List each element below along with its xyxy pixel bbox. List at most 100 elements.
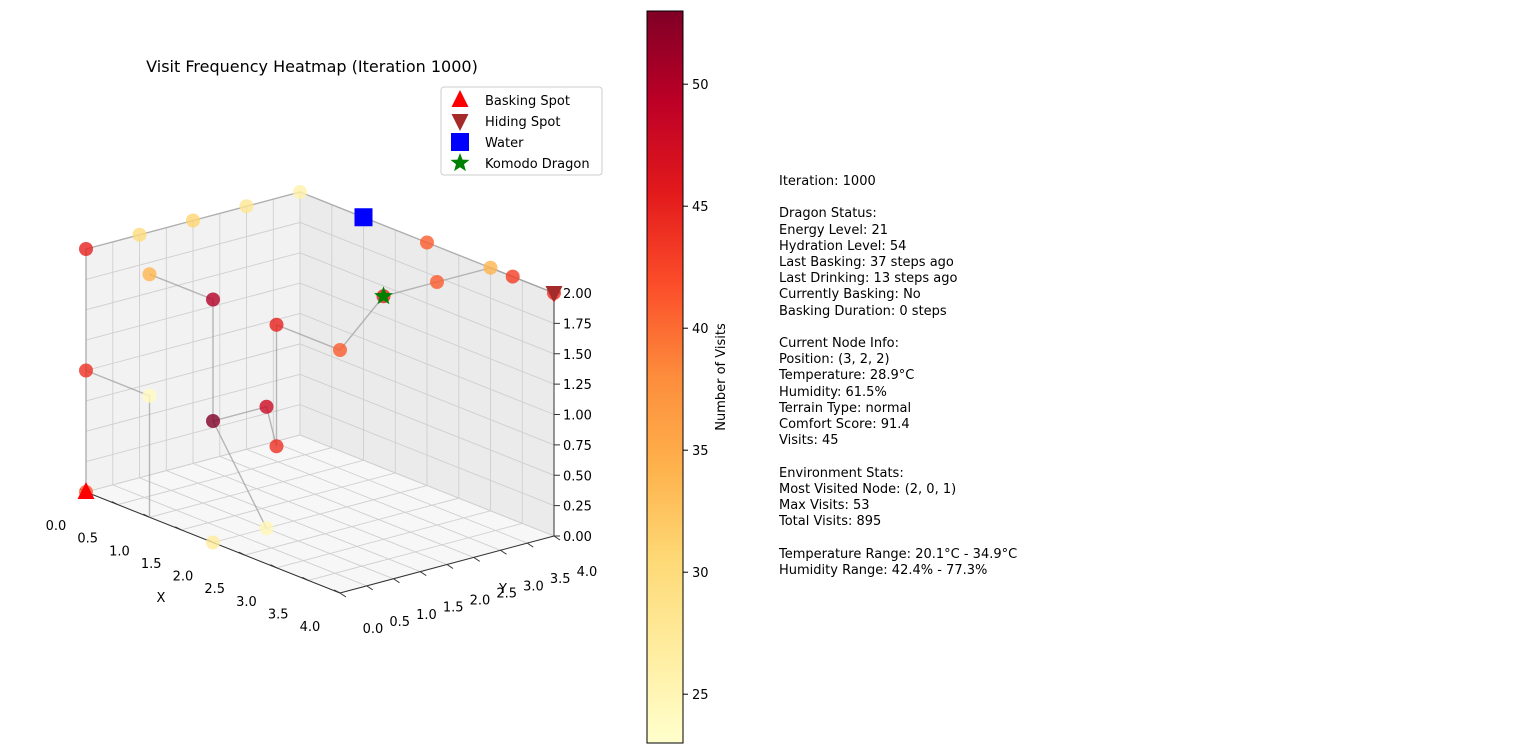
legend-komodo-dragon-icon <box>450 153 470 172</box>
visit-node <box>79 242 93 256</box>
legend-water-label: Water <box>485 136 524 151</box>
x-axis-label: X <box>157 591 166 606</box>
visit-node <box>142 267 157 282</box>
colorbar-tick-label: 35 <box>692 444 709 459</box>
z-tick-label: 0.75 <box>563 439 592 454</box>
x-tick-label: 3.0 <box>236 595 257 610</box>
colorbar: 25 30 35 40 45 50 Number of Visits <box>646 10 729 744</box>
gridline-z <box>85 282 555 385</box>
visit-node <box>239 199 254 214</box>
visit-node <box>505 269 520 284</box>
legend-basking-spot-icon <box>451 90 469 107</box>
x-tick-label: 1.0 <box>109 544 130 559</box>
visit-node <box>79 363 93 378</box>
path-segment <box>212 420 268 529</box>
z-tick-label: 1.25 <box>563 378 592 393</box>
legend-basking-spot-label: Basking Spot <box>485 94 570 109</box>
y-tick-label: 1.0 <box>416 608 437 623</box>
y-tick-label: 2.0 <box>470 594 491 609</box>
visit-nodes <box>79 185 561 550</box>
info-line: Dragon Status: <box>779 206 877 222</box>
visit-node <box>142 388 157 403</box>
x-tick <box>175 526 182 531</box>
z-tick-label: 1.00 <box>563 409 592 424</box>
visit-node <box>420 235 434 250</box>
z-tick-label: 2.00 <box>563 287 592 302</box>
info-line: Comfort Score: 91.4 <box>779 417 910 433</box>
visit-node <box>269 439 284 454</box>
y-tick <box>339 592 347 598</box>
info-line: Iteration: 1000 <box>779 174 876 189</box>
info-line: Currently Basking: No <box>779 287 921 303</box>
x-tick-label: 0.0 <box>46 519 67 534</box>
visit-node <box>132 227 147 242</box>
y-tick-label: 1.5 <box>443 601 464 616</box>
colorbar-tick-label: 30 <box>692 566 709 581</box>
y-tick-label: 0.5 <box>389 615 410 630</box>
gridline-z <box>85 252 555 355</box>
x-tick-label: 3.5 <box>268 607 289 622</box>
visit-node <box>186 213 200 228</box>
visit-node <box>206 414 220 428</box>
visit-node <box>259 521 274 536</box>
axes-panes <box>86 192 554 593</box>
visit-node <box>430 275 444 289</box>
info-line: Environment Stats: <box>779 465 904 481</box>
visit-node <box>483 260 498 275</box>
gridline-z <box>85 404 555 507</box>
y-tick-label: 3.0 <box>523 579 544 594</box>
info-line: Last Basking: 37 steps ago <box>779 255 954 270</box>
chart-title: Visit Frequency Heatmap (Iteration 1000) <box>146 57 478 76</box>
info-line: Humidity: 61.5% <box>779 384 887 400</box>
z-tick-label: 0.50 <box>563 469 592 484</box>
y-tick <box>473 556 481 562</box>
x-tick-label: 2.0 <box>173 570 194 585</box>
visit-node <box>259 399 274 414</box>
visit-node <box>333 343 347 357</box>
visit-node <box>269 317 284 332</box>
info-line <box>779 320 1017 336</box>
visit-node <box>293 185 307 199</box>
y-tick-label: 0.0 <box>363 622 384 637</box>
x-tick <box>333 589 341 594</box>
colorbar-tick-label: 45 <box>692 200 709 215</box>
visit-node <box>206 292 220 307</box>
y-tick <box>393 578 400 584</box>
x-tick-label: 0.5 <box>77 532 98 547</box>
z-tick-label: 1.75 <box>563 317 592 332</box>
path-segment <box>149 273 278 447</box>
y-axis-label: Y <box>498 582 507 597</box>
info-line: Humidity Range: 42.4% - 77.3% <box>779 562 988 578</box>
colorbar-tick-label: 25 <box>692 688 709 703</box>
y-tick-label: 3.5 <box>550 572 571 587</box>
info-line: Last Drinking: 13 steps ago <box>779 271 958 287</box>
special-markers <box>77 208 563 499</box>
x-tick <box>238 551 245 556</box>
axes-ticks: 0.0 0.5 1.0 1.5 2.0 2.5 3.0 3.5 4.0 0.0 0.5 1.0 1.5 2… <box>46 287 598 637</box>
info-line: Current Node Info: <box>779 336 900 351</box>
x-tick-label: 2.5 <box>204 582 225 597</box>
info-line <box>779 530 1017 546</box>
info-line: Position: (3, 2, 2) <box>779 352 890 368</box>
y-tick-label: 4.0 <box>577 565 598 580</box>
visit-node <box>206 535 220 550</box>
hiding-spot-marker <box>545 286 563 303</box>
basking-spot-marker <box>77 482 95 499</box>
info-line: Visits: 45 <box>779 433 839 449</box>
x-tick <box>302 576 309 581</box>
water-marker <box>354 208 373 227</box>
info-line <box>779 449 1017 465</box>
x-tick <box>270 564 277 569</box>
info-line: Basking Duration: 0 steps <box>779 303 947 319</box>
y-tick <box>366 585 374 591</box>
x-tick <box>111 501 118 506</box>
gridline-z <box>85 313 555 415</box>
info-line: Max Visits: 53 <box>779 498 870 514</box>
legend-frame <box>440 86 603 176</box>
y-tick-label: 2.5 <box>496 586 517 601</box>
info-line: Temperature Range: 20.1°C - 34.9°C <box>779 546 1018 562</box>
path-segment <box>276 267 555 351</box>
legend-hiding-spot-icon <box>451 114 469 131</box>
gridline-z <box>85 343 555 446</box>
